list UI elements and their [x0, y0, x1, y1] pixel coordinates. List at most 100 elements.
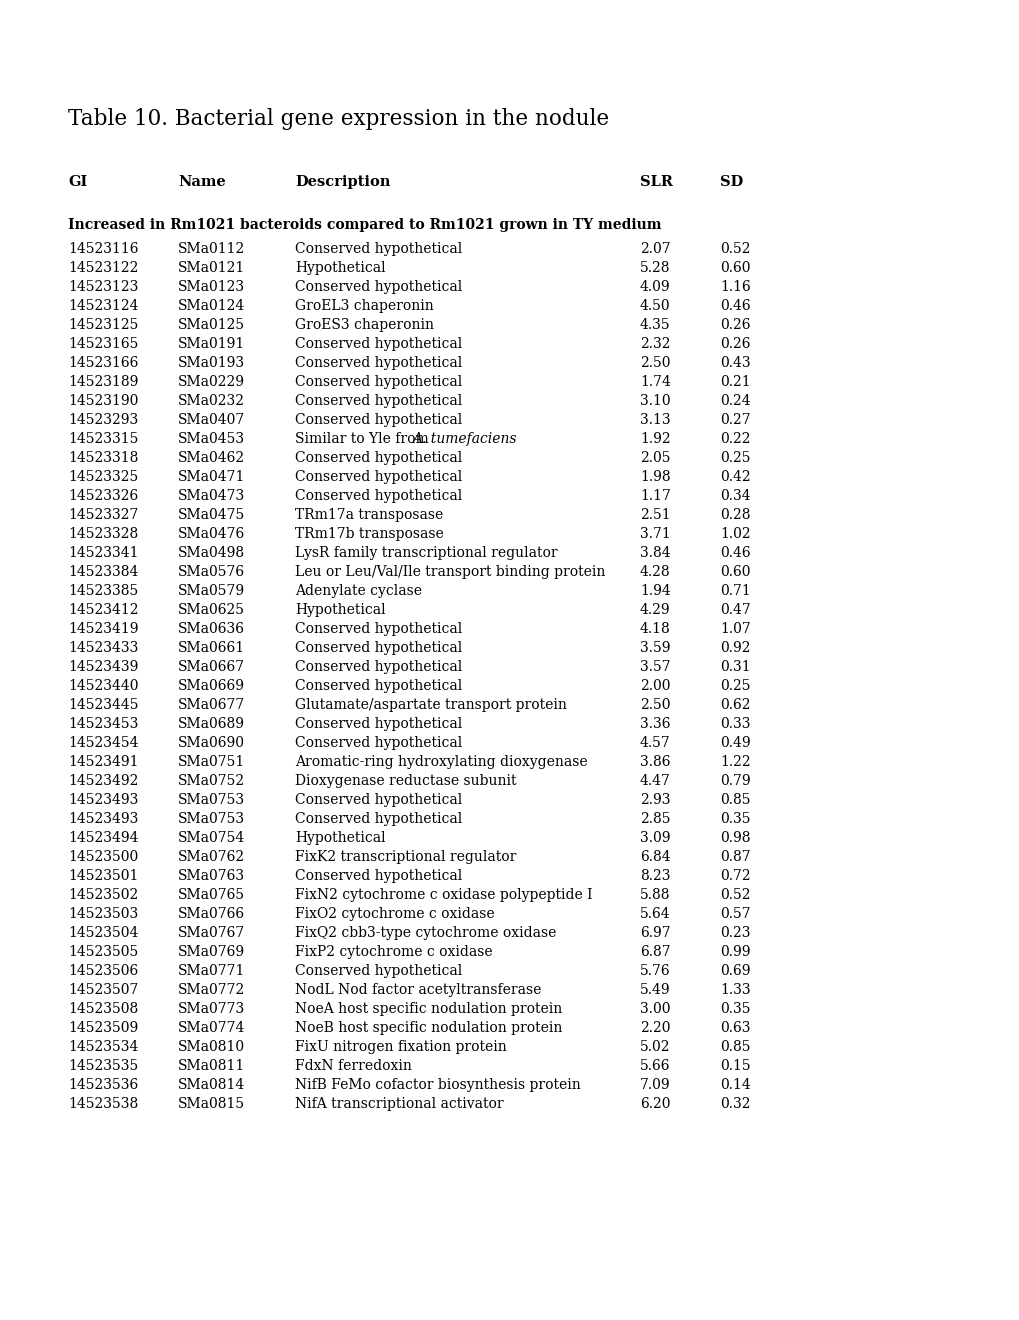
Text: SMa0814: SMa0814 — [178, 1078, 245, 1092]
Text: 0.71: 0.71 — [719, 583, 750, 598]
Text: 14523493: 14523493 — [68, 793, 139, 807]
Text: Conserved hypothetical: Conserved hypothetical — [294, 622, 462, 636]
Text: 1.94: 1.94 — [639, 583, 671, 598]
Text: 5.02: 5.02 — [639, 1040, 669, 1053]
Text: 14523122: 14523122 — [68, 261, 139, 275]
Text: SMa0232: SMa0232 — [178, 393, 245, 408]
Text: 0.25: 0.25 — [719, 451, 750, 465]
Text: 14523326: 14523326 — [68, 488, 139, 503]
Text: SMa0124: SMa0124 — [178, 300, 245, 313]
Text: Description: Description — [294, 176, 390, 189]
Text: 14523445: 14523445 — [68, 698, 139, 711]
Text: SD: SD — [719, 176, 743, 189]
Text: 0.14: 0.14 — [719, 1078, 750, 1092]
Text: 2.50: 2.50 — [639, 356, 669, 370]
Text: 2.05: 2.05 — [639, 451, 669, 465]
Text: SMa0772: SMa0772 — [178, 983, 245, 997]
Text: SMa0765: SMa0765 — [178, 888, 245, 902]
Text: SMa0476: SMa0476 — [178, 527, 245, 541]
Text: 0.31: 0.31 — [719, 660, 750, 675]
Text: SMa0193: SMa0193 — [178, 356, 245, 370]
Text: 14523165: 14523165 — [68, 337, 139, 351]
Text: 3.59: 3.59 — [639, 642, 669, 655]
Text: 0.85: 0.85 — [719, 793, 750, 807]
Text: SMa0112: SMa0112 — [178, 242, 245, 256]
Text: 2.00: 2.00 — [639, 678, 669, 693]
Text: 14523116: 14523116 — [68, 242, 139, 256]
Text: Glutamate/aspartate transport protein: Glutamate/aspartate transport protein — [294, 698, 567, 711]
Text: NifA transcriptional activator: NifA transcriptional activator — [294, 1097, 503, 1111]
Text: Similar to Yle from: Similar to Yle from — [294, 432, 433, 446]
Text: 1.07: 1.07 — [719, 622, 750, 636]
Text: SMa0498: SMa0498 — [178, 546, 245, 560]
Text: Name: Name — [178, 176, 225, 189]
Text: 4.29: 4.29 — [639, 603, 669, 616]
Text: Table 10. Bacterial gene expression in the nodule: Table 10. Bacterial gene expression in t… — [68, 108, 608, 129]
Text: SMa0473: SMa0473 — [178, 488, 245, 503]
Text: 2.85: 2.85 — [639, 812, 669, 826]
Text: 14523538: 14523538 — [68, 1097, 139, 1111]
Text: 14523440: 14523440 — [68, 678, 139, 693]
Text: 4.09: 4.09 — [639, 280, 669, 294]
Text: 2.20: 2.20 — [639, 1020, 669, 1035]
Text: 14523125: 14523125 — [68, 318, 139, 333]
Text: 0.26: 0.26 — [719, 318, 750, 333]
Text: 14523124: 14523124 — [68, 300, 139, 313]
Text: 5.76: 5.76 — [639, 964, 669, 978]
Text: Conserved hypothetical: Conserved hypothetical — [294, 678, 462, 693]
Text: 0.57: 0.57 — [719, 907, 750, 921]
Text: 6.87: 6.87 — [639, 945, 669, 960]
Text: Conserved hypothetical: Conserved hypothetical — [294, 793, 462, 807]
Text: SMa0121: SMa0121 — [178, 261, 245, 275]
Text: 3.57: 3.57 — [639, 660, 669, 675]
Text: SMa0762: SMa0762 — [178, 850, 245, 865]
Text: 5.88: 5.88 — [639, 888, 669, 902]
Text: SMa0229: SMa0229 — [178, 375, 245, 389]
Text: FdxN ferredoxin: FdxN ferredoxin — [294, 1059, 412, 1073]
Text: 0.43: 0.43 — [719, 356, 750, 370]
Text: 0.32: 0.32 — [719, 1097, 750, 1111]
Text: 0.85: 0.85 — [719, 1040, 750, 1053]
Text: SMa0407: SMa0407 — [178, 413, 245, 426]
Text: SMa0773: SMa0773 — [178, 1002, 245, 1016]
Text: 14523433: 14523433 — [68, 642, 139, 655]
Text: 14523412: 14523412 — [68, 603, 139, 616]
Text: SMa0810: SMa0810 — [178, 1040, 245, 1053]
Text: SLR: SLR — [639, 176, 673, 189]
Text: 0.35: 0.35 — [719, 1002, 750, 1016]
Text: 0.28: 0.28 — [719, 508, 750, 521]
Text: 14523491: 14523491 — [68, 755, 139, 770]
Text: 14523454: 14523454 — [68, 737, 139, 750]
Text: 0.62: 0.62 — [719, 698, 750, 711]
Text: 14523493: 14523493 — [68, 812, 139, 826]
Text: 14523503: 14523503 — [68, 907, 139, 921]
Text: Conserved hypothetical: Conserved hypothetical — [294, 812, 462, 826]
Text: TRm17b transposase: TRm17b transposase — [294, 527, 443, 541]
Text: 14523384: 14523384 — [68, 565, 139, 579]
Text: Conserved hypothetical: Conserved hypothetical — [294, 642, 462, 655]
Text: 14523318: 14523318 — [68, 451, 139, 465]
Text: 0.92: 0.92 — [719, 642, 750, 655]
Text: 14523508: 14523508 — [68, 1002, 139, 1016]
Text: Aromatic-ring hydroxylating dioxygenase: Aromatic-ring hydroxylating dioxygenase — [294, 755, 587, 770]
Text: 14523504: 14523504 — [68, 927, 139, 940]
Text: 0.60: 0.60 — [719, 261, 750, 275]
Text: Hypothetical: Hypothetical — [294, 261, 385, 275]
Text: 14523509: 14523509 — [68, 1020, 139, 1035]
Text: 1.92: 1.92 — [639, 432, 669, 446]
Text: FixP2 cytochrome c oxidase: FixP2 cytochrome c oxidase — [294, 945, 492, 960]
Text: SMa0771: SMa0771 — [178, 964, 246, 978]
Text: SMa0471: SMa0471 — [178, 470, 246, 484]
Text: Conserved hypothetical: Conserved hypothetical — [294, 660, 462, 675]
Text: NoeB host specific nodulation protein: NoeB host specific nodulation protein — [294, 1020, 561, 1035]
Text: SMa0667: SMa0667 — [178, 660, 245, 675]
Text: 14523123: 14523123 — [68, 280, 139, 294]
Text: SMa0636: SMa0636 — [178, 622, 245, 636]
Text: 1.74: 1.74 — [639, 375, 671, 389]
Text: SMa0753: SMa0753 — [178, 812, 245, 826]
Text: Conserved hypothetical: Conserved hypothetical — [294, 242, 462, 256]
Text: 0.52: 0.52 — [719, 242, 750, 256]
Text: 0.49: 0.49 — [719, 737, 750, 750]
Text: 14523325: 14523325 — [68, 470, 139, 484]
Text: SMa0689: SMa0689 — [178, 717, 245, 731]
